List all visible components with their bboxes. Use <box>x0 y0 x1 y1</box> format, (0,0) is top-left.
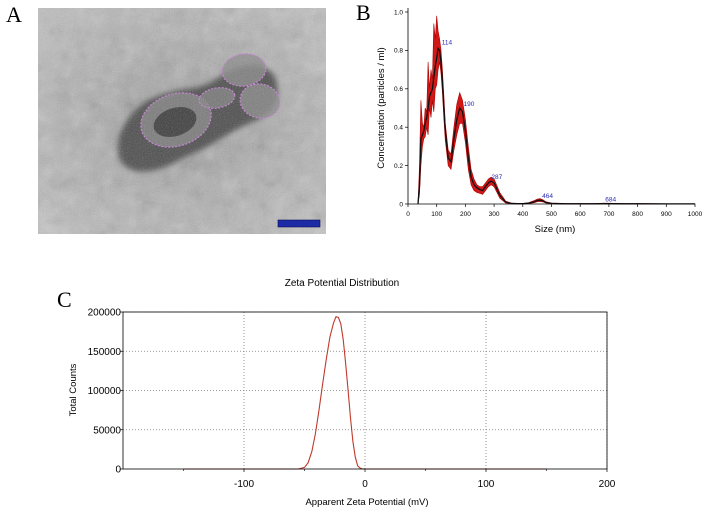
nta-y-tick-label: 1.0 <box>394 9 403 16</box>
zeta-chart-title: Zeta Potential Distribution <box>285 278 400 289</box>
nta-axes: 0 100 200 300 400 500 600 700 800 900 1000 0 0.2 0.4 0… <box>394 8 703 218</box>
zeta-series-polyline <box>183 316 547 470</box>
nta-y-tick-label: 0 <box>399 201 403 208</box>
zeta-y-tick-label: 50000 <box>93 425 121 436</box>
zeta-y-tick-label: 0 <box>115 465 121 476</box>
nta-peak-label: 464 <box>542 193 553 200</box>
nta-size-chart: 0 100 200 300 400 500 600 700 800 900 1000 0 0.2 0.4 0… <box>376 8 703 235</box>
zeta-x-axis-title: Apparent Zeta Potential (mV) <box>305 497 428 508</box>
zeta-y-axis-title: Total Counts <box>68 363 79 416</box>
nta-x-tick-label: 0 <box>406 211 410 218</box>
nta-x-tick-label: 1000 <box>688 211 703 218</box>
nta-x-tick-label: 700 <box>603 211 614 218</box>
nta-x-tick-label: 400 <box>517 211 528 218</box>
nta-peak-label: 114 <box>442 40 453 47</box>
zeta-potential-chart: Zeta Potential Distribution -100 0 100 2000… <box>68 278 616 508</box>
nta-x-tick-label: 500 <box>546 211 557 218</box>
nta-peak-label: 684 <box>605 197 616 204</box>
zeta-y-tick-label: 100000 <box>88 386 122 397</box>
nta-series-line <box>417 46 695 205</box>
nta-peak-label: 190 <box>464 101 475 108</box>
zeta-x-tick-label: 0 <box>362 479 368 490</box>
panel-label-b: B <box>356 0 371 25</box>
nta-y-tick-label: 0.4 <box>394 125 403 132</box>
nta-y-tick-label: 0.2 <box>394 163 403 170</box>
panel-label-a: A <box>6 2 22 27</box>
nta-x-tick-label: 600 <box>575 211 586 218</box>
nta-peak-labels: 114 190 287 464 684 <box>442 40 617 204</box>
zeta-x-tick-label: 100 <box>478 479 495 490</box>
zeta-y-tick-label: 200000 <box>88 308 122 319</box>
zeta-x-tick-label: -100 <box>234 479 254 490</box>
nta-x-tick-label: 300 <box>489 211 500 218</box>
tem-image <box>38 8 326 234</box>
nta-y-axis-title: Concentration (particles / ml) <box>376 47 387 168</box>
zeta-x-tick-label: 200 <box>599 479 616 490</box>
tem-micrograph <box>38 8 326 234</box>
zeta-axes: -100 0 100 200 0 50000 100000 150000 200000 <box>88 308 616 491</box>
nta-x-axis-title: Size (nm) <box>535 224 576 235</box>
panel-label-c: C <box>57 287 72 312</box>
nta-y-tick-label: 0.8 <box>394 48 403 55</box>
nta-peak-label: 287 <box>491 174 502 181</box>
scale-bar <box>277 219 321 228</box>
nta-y-tick-label: 0.6 <box>394 86 403 93</box>
zeta-grid <box>123 311 608 469</box>
zeta-series-line <box>183 316 547 470</box>
nta-x-tick-label: 100 <box>431 211 442 218</box>
zeta-y-tick-label: 150000 <box>88 347 122 358</box>
nta-x-tick-label: 800 <box>632 211 643 218</box>
nta-x-tick-label: 200 <box>460 211 471 218</box>
nta-mean-line <box>417 46 695 205</box>
nta-x-tick-label: 900 <box>661 211 672 218</box>
